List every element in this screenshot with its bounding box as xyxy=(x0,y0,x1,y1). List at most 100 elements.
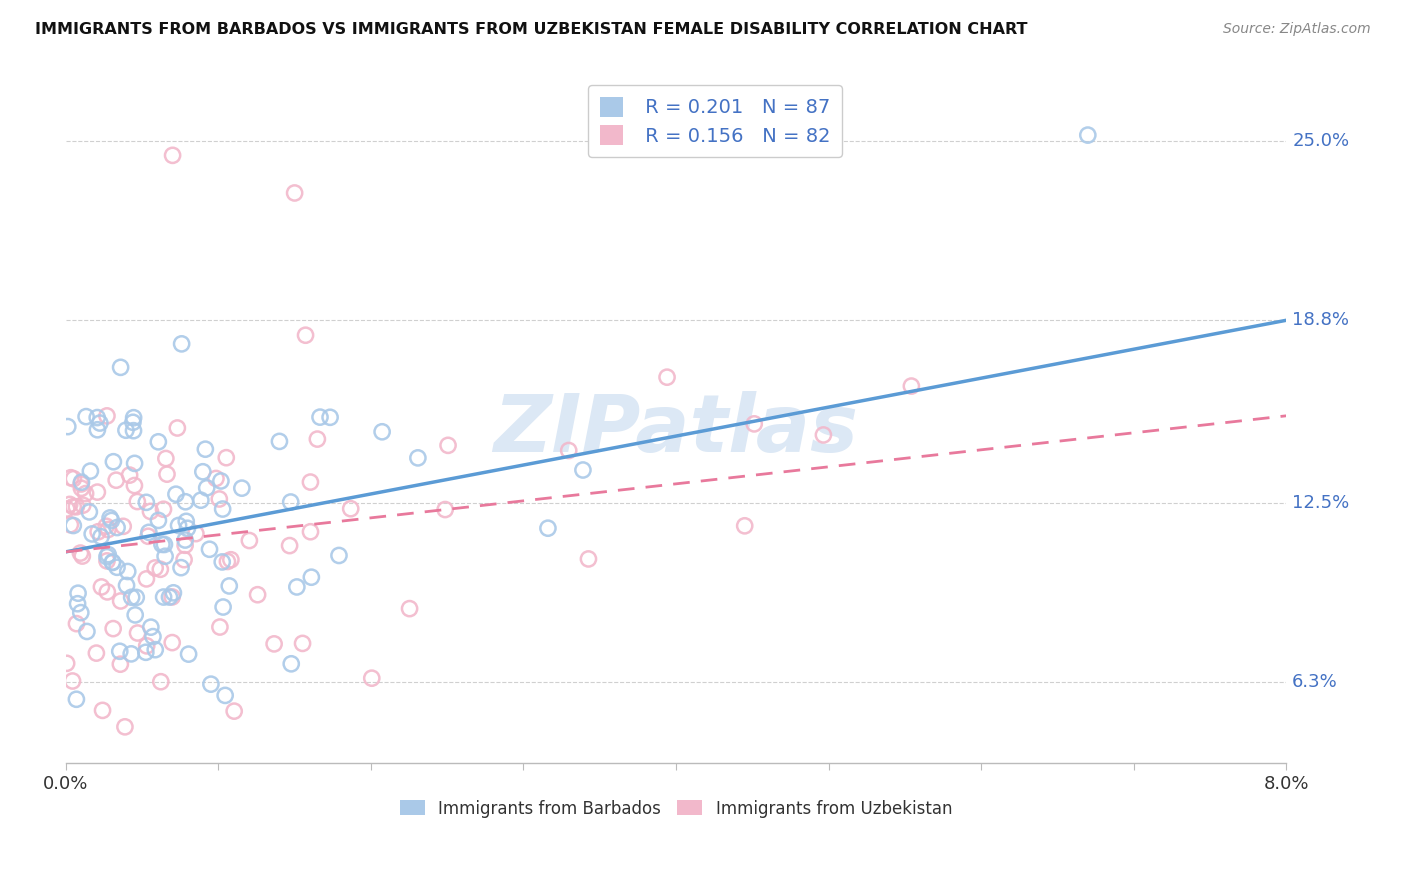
Point xyxy=(572,463,595,477)
Point xyxy=(105,520,128,534)
Point xyxy=(97,523,120,537)
Point xyxy=(121,591,143,605)
Point xyxy=(246,588,269,602)
Point xyxy=(742,417,765,431)
Point xyxy=(120,647,142,661)
Point xyxy=(101,555,124,569)
Point xyxy=(101,556,124,570)
Point xyxy=(170,560,193,574)
Point xyxy=(139,620,162,634)
Point xyxy=(139,504,162,518)
Point xyxy=(174,533,197,547)
Point xyxy=(96,585,118,599)
Point xyxy=(269,434,291,449)
Point xyxy=(110,360,132,375)
Point xyxy=(224,704,246,718)
Point xyxy=(162,148,184,162)
Point xyxy=(70,481,93,495)
Point xyxy=(152,502,174,516)
Point xyxy=(127,626,149,640)
Point xyxy=(124,456,146,470)
Point xyxy=(98,511,121,525)
Point xyxy=(217,554,239,568)
Point xyxy=(813,428,835,442)
Point xyxy=(174,538,197,552)
Point xyxy=(124,607,146,622)
Text: 25.0%: 25.0% xyxy=(1292,132,1350,150)
Point xyxy=(360,671,382,685)
Point xyxy=(70,475,93,490)
Point xyxy=(152,590,174,604)
Point xyxy=(212,600,235,615)
Point xyxy=(299,475,322,489)
Point xyxy=(159,590,181,604)
Point xyxy=(294,328,316,343)
Point xyxy=(149,674,172,689)
Point xyxy=(280,495,302,509)
Point xyxy=(97,548,120,562)
Point xyxy=(153,537,176,551)
Point xyxy=(299,570,322,584)
Point xyxy=(299,524,322,539)
Point xyxy=(194,442,217,457)
Point xyxy=(72,498,94,512)
Point xyxy=(219,553,242,567)
Legend: Immigrants from Barbados, Immigrants from Uzbekistan: Immigrants from Barbados, Immigrants fro… xyxy=(392,793,959,824)
Point xyxy=(118,468,141,483)
Point xyxy=(69,546,91,560)
Point xyxy=(110,657,132,672)
Point xyxy=(59,497,82,511)
Point xyxy=(1077,128,1099,142)
Point xyxy=(101,622,124,636)
Point xyxy=(143,561,166,575)
Point xyxy=(174,514,197,528)
Point xyxy=(231,481,253,495)
Point xyxy=(278,539,301,553)
Point xyxy=(162,586,184,600)
Point xyxy=(103,455,125,469)
Point xyxy=(69,606,91,620)
Point xyxy=(307,432,329,446)
Point xyxy=(160,590,183,604)
Point xyxy=(62,518,84,533)
Point xyxy=(110,594,132,608)
Point xyxy=(62,472,84,486)
Point xyxy=(79,464,101,478)
Point xyxy=(211,502,233,516)
Point xyxy=(177,647,200,661)
Point xyxy=(127,494,149,508)
Point xyxy=(174,495,197,509)
Point xyxy=(214,689,236,703)
Point xyxy=(280,657,302,671)
Point xyxy=(75,409,97,424)
Point xyxy=(87,524,110,539)
Point xyxy=(90,530,112,544)
Point xyxy=(136,529,159,543)
Point xyxy=(148,513,170,527)
Point xyxy=(578,552,600,566)
Point xyxy=(285,580,308,594)
Point xyxy=(165,487,187,501)
Point xyxy=(124,478,146,492)
Point xyxy=(122,410,145,425)
Point xyxy=(734,518,756,533)
Point xyxy=(309,410,332,425)
Point xyxy=(195,481,218,495)
Point xyxy=(209,474,232,488)
Point xyxy=(339,501,361,516)
Point xyxy=(108,644,131,658)
Point xyxy=(537,521,560,535)
Text: 12.5%: 12.5% xyxy=(1292,493,1350,512)
Point xyxy=(96,519,118,533)
Point xyxy=(284,186,307,200)
Point xyxy=(215,450,238,465)
Point xyxy=(55,657,77,671)
Point xyxy=(655,370,678,384)
Point xyxy=(112,519,135,533)
Point xyxy=(75,486,97,500)
Point xyxy=(86,423,108,437)
Point xyxy=(90,580,112,594)
Point xyxy=(150,537,173,551)
Point xyxy=(122,424,145,438)
Point xyxy=(211,555,233,569)
